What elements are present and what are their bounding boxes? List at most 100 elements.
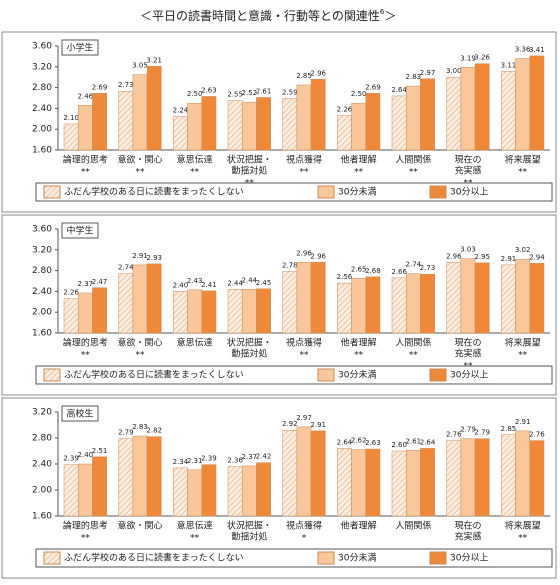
- panel-label: 高校生: [66, 408, 93, 420]
- x-tick-label: 論理的思考: [63, 337, 108, 349]
- value-label: 2.93: [146, 254, 162, 262]
- panel-frame: [1, 214, 557, 396]
- value-label: 2.61: [406, 437, 422, 445]
- value-label: 3.11: [501, 61, 517, 69]
- x-tick-label: 意思伝達: [177, 520, 213, 532]
- y-tick-label: 3.60: [32, 225, 52, 235]
- value-label: 2.83: [132, 423, 148, 431]
- value-label: 2.41: [201, 281, 217, 289]
- bar: [201, 290, 217, 334]
- bar: [173, 116, 188, 151]
- bar: [282, 271, 298, 334]
- bar: [187, 102, 203, 151]
- x-tick-label: 状況把握・: [227, 520, 272, 532]
- legend-swatch: [429, 551, 447, 565]
- panel-frame: [1, 397, 557, 579]
- significance: **: [81, 351, 91, 361]
- x-tick-label: 人間関係: [395, 338, 431, 349]
- chart-title: ＜平日の読書時間と意識・行動等との関連性6＞: [140, 8, 396, 23]
- bar: [173, 291, 188, 334]
- value-label: 2.94: [529, 253, 545, 261]
- y-tick-label: 2.00: [32, 125, 52, 135]
- x-tick-label: 意思伝達: [177, 337, 213, 349]
- y-tick-label: 2.80: [32, 266, 52, 276]
- bar: [146, 66, 162, 151]
- bar: [132, 264, 148, 334]
- x-tick-label: 人間関係: [395, 521, 431, 532]
- panel-label-box: [61, 39, 99, 56]
- value-label: 2.74: [118, 264, 134, 272]
- legend-label: ふだん学校のある日に読書をまったくしない: [64, 369, 244, 381]
- bar: [365, 448, 381, 517]
- value-label: 2.37: [78, 280, 94, 288]
- value-label: 2.50: [351, 90, 367, 98]
- legend-swatch: [317, 551, 335, 565]
- significance: *: [302, 534, 307, 544]
- bar: [256, 97, 271, 151]
- y-tick-label: 2.00: [32, 308, 52, 318]
- bar: [446, 76, 462, 151]
- x-tick-label: 他者理解: [341, 520, 377, 532]
- legend-swatch: [429, 185, 447, 199]
- value-label: 2.78: [282, 262, 298, 270]
- value-label: 2.26: [337, 106, 353, 114]
- value-label: 2.55: [227, 91, 243, 99]
- bar: [227, 289, 243, 334]
- value-label: 2.69: [365, 83, 381, 91]
- legend-swatch: [317, 368, 335, 382]
- value-label: 3.05: [132, 62, 148, 70]
- value-label: 2.79: [118, 429, 134, 437]
- bar: [420, 448, 435, 517]
- bar: [420, 273, 435, 334]
- x-tick-label: 視点獲得: [286, 154, 322, 166]
- value-label: 2.52: [242, 89, 258, 97]
- x-tick-label: 意思伝達: [177, 154, 213, 166]
- y-tick-label: 3.20: [32, 245, 52, 255]
- bar: [77, 105, 93, 151]
- value-label: 2.39: [201, 455, 217, 463]
- value-label: 2.91: [310, 421, 326, 429]
- bar: [282, 98, 298, 151]
- x-tick-label: 将来展望: [505, 154, 541, 166]
- value-label: 2.44: [227, 279, 243, 287]
- x-tick-label: 状況把握・: [227, 154, 272, 166]
- bar: [256, 462, 271, 517]
- bar: [529, 263, 545, 334]
- legend-swatch: [429, 368, 447, 382]
- bar: [446, 262, 462, 334]
- value-label: 3.02: [515, 246, 531, 254]
- legend-label: 30分未満: [338, 186, 376, 198]
- bar: [446, 440, 462, 517]
- value-label: 2.91: [501, 255, 517, 263]
- value-label: 2.34: [173, 458, 189, 466]
- value-label: 2.68: [365, 267, 381, 275]
- bar: [460, 258, 476, 334]
- significance: **: [518, 534, 528, 544]
- value-label: 2.40: [78, 451, 94, 459]
- bar: [515, 430, 531, 517]
- value-label: 2.95: [474, 253, 490, 261]
- panel-frame: [1, 31, 557, 213]
- x-tick-label: 意欲・関心: [117, 337, 162, 349]
- value-label: 2.79: [460, 426, 476, 434]
- y-tick-label: 1.60: [32, 512, 52, 522]
- x-tick-label: 他者理解: [341, 154, 377, 166]
- bar: [529, 55, 545, 151]
- y-tick-label: 1.60: [32, 146, 52, 156]
- bar: [241, 101, 257, 151]
- bar: [282, 429, 298, 517]
- significance: **: [409, 168, 419, 178]
- value-label: 2.47: [92, 278, 108, 286]
- value-label: 2.24: [173, 107, 189, 115]
- bar: [201, 96, 217, 151]
- value-label: 2.97: [296, 414, 312, 422]
- value-label: 2.66: [391, 268, 407, 276]
- legend-label: ふだん学校のある日に読書をまったくしない: [64, 186, 244, 198]
- x-tick-label: 人間関係: [395, 155, 431, 166]
- bar: [501, 264, 516, 334]
- value-label: 2.96: [296, 249, 312, 257]
- significance: **: [518, 168, 528, 178]
- bar: [296, 262, 312, 334]
- significance: **: [300, 351, 310, 361]
- x-tick-label: 動揺対処: [231, 531, 267, 543]
